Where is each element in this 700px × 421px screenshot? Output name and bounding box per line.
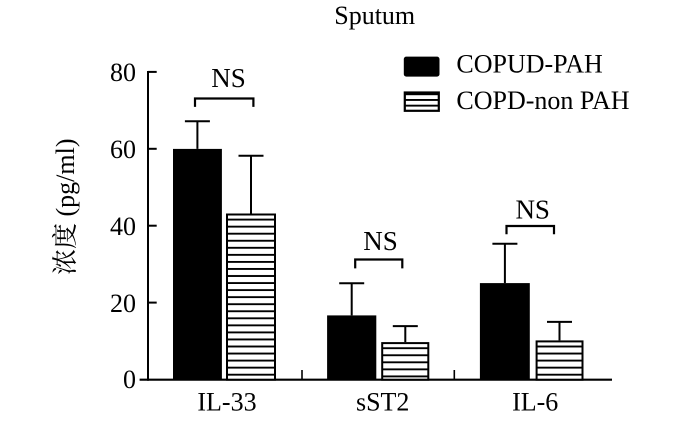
svg-text:NS: NS bbox=[515, 195, 550, 225]
svg-text:NS: NS bbox=[211, 63, 246, 93]
svg-text:0: 0 bbox=[123, 365, 136, 394]
svg-text:IL-33: IL-33 bbox=[197, 388, 256, 417]
svg-text:(pg/ml): (pg/ml) bbox=[51, 139, 80, 217]
svg-text:60: 60 bbox=[110, 135, 136, 164]
svg-text:80: 80 bbox=[110, 58, 136, 87]
svg-text:IL-6: IL-6 bbox=[512, 388, 558, 417]
svg-text:20: 20 bbox=[110, 289, 136, 318]
svg-text:NS: NS bbox=[363, 226, 398, 256]
svg-text:sST2: sST2 bbox=[356, 388, 409, 417]
svg-text:40: 40 bbox=[110, 212, 136, 241]
svg-text:Sputum: Sputum bbox=[334, 1, 415, 30]
svg-text:COPUD-PAH: COPUD-PAH bbox=[456, 50, 603, 79]
svg-text:COPD-non PAH: COPD-non PAH bbox=[456, 86, 629, 115]
